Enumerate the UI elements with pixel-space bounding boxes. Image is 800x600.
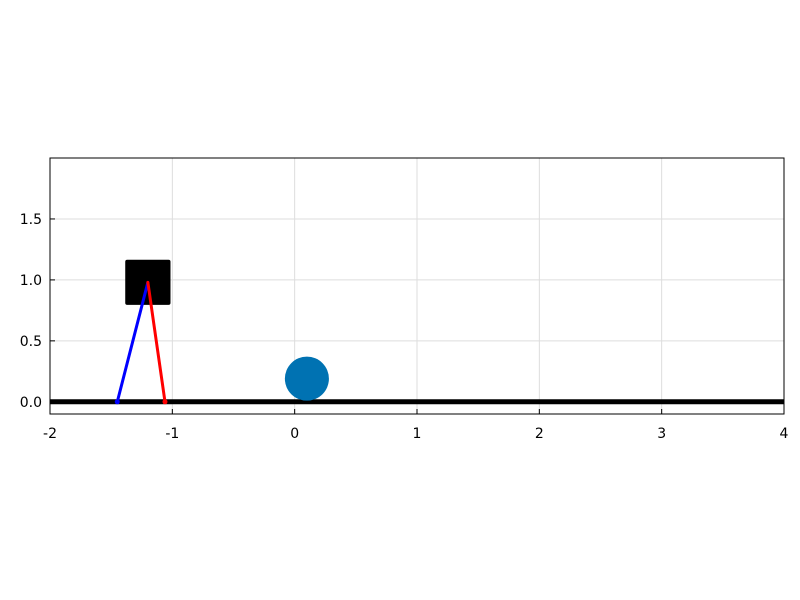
ball [284,356,329,401]
x-tick-label: 1 [413,426,422,442]
x-tick-label: 2 [535,426,544,442]
marks [114,259,329,405]
x-tick-label: 3 [657,426,666,442]
leg-foot-0 [114,399,120,405]
leg-foot-1 [162,399,168,405]
y-tick-label: 1.5 [20,212,42,228]
y-axis-ticks: 0.0 0.5 1.0 1.5 [20,212,55,411]
x-axis-ticks: -2 -1 0 1 2 3 4 [43,409,789,442]
leg-1 [146,280,167,404]
y-tick-label: 0.5 [20,334,42,350]
x-tick-label: 4 [780,426,789,442]
x-tick-label: -1 [165,426,179,442]
x-tick-label: 0 [290,426,299,442]
y-tick-label: 1.0 [20,273,42,289]
y-tick-label: 0.0 [20,395,42,411]
x-tick-label: -2 [43,426,57,442]
grid [49,158,785,414]
leg-0 [115,280,150,404]
